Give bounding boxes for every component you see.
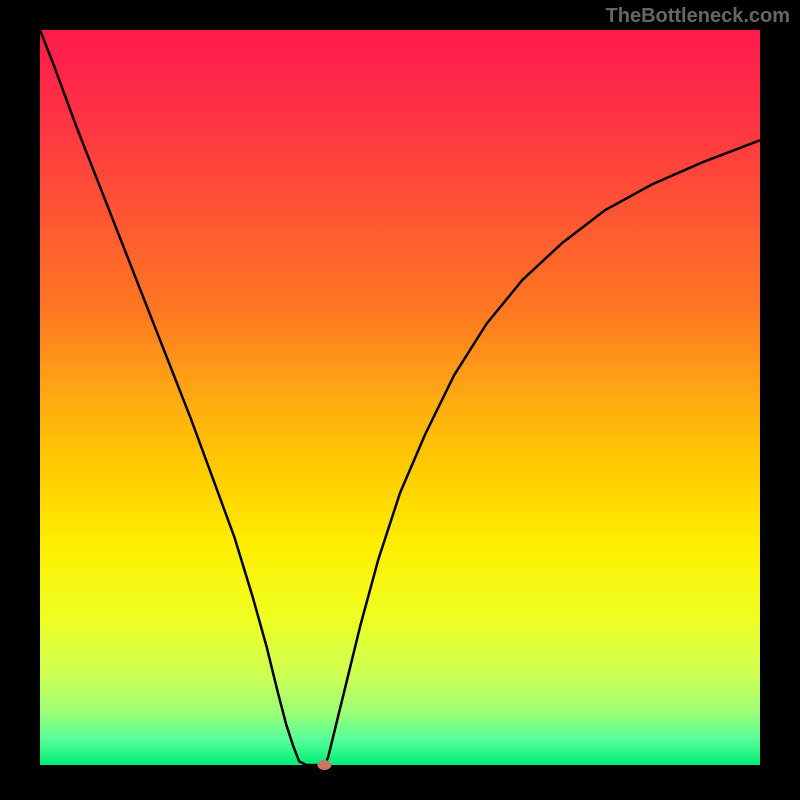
bottleneck-chart [0,0,800,800]
watermark-text: TheBottleneck.com [606,5,790,28]
plot-background [40,30,760,765]
optimal-point-marker [317,760,331,770]
chart-container: TheBottleneck.com [0,0,800,800]
